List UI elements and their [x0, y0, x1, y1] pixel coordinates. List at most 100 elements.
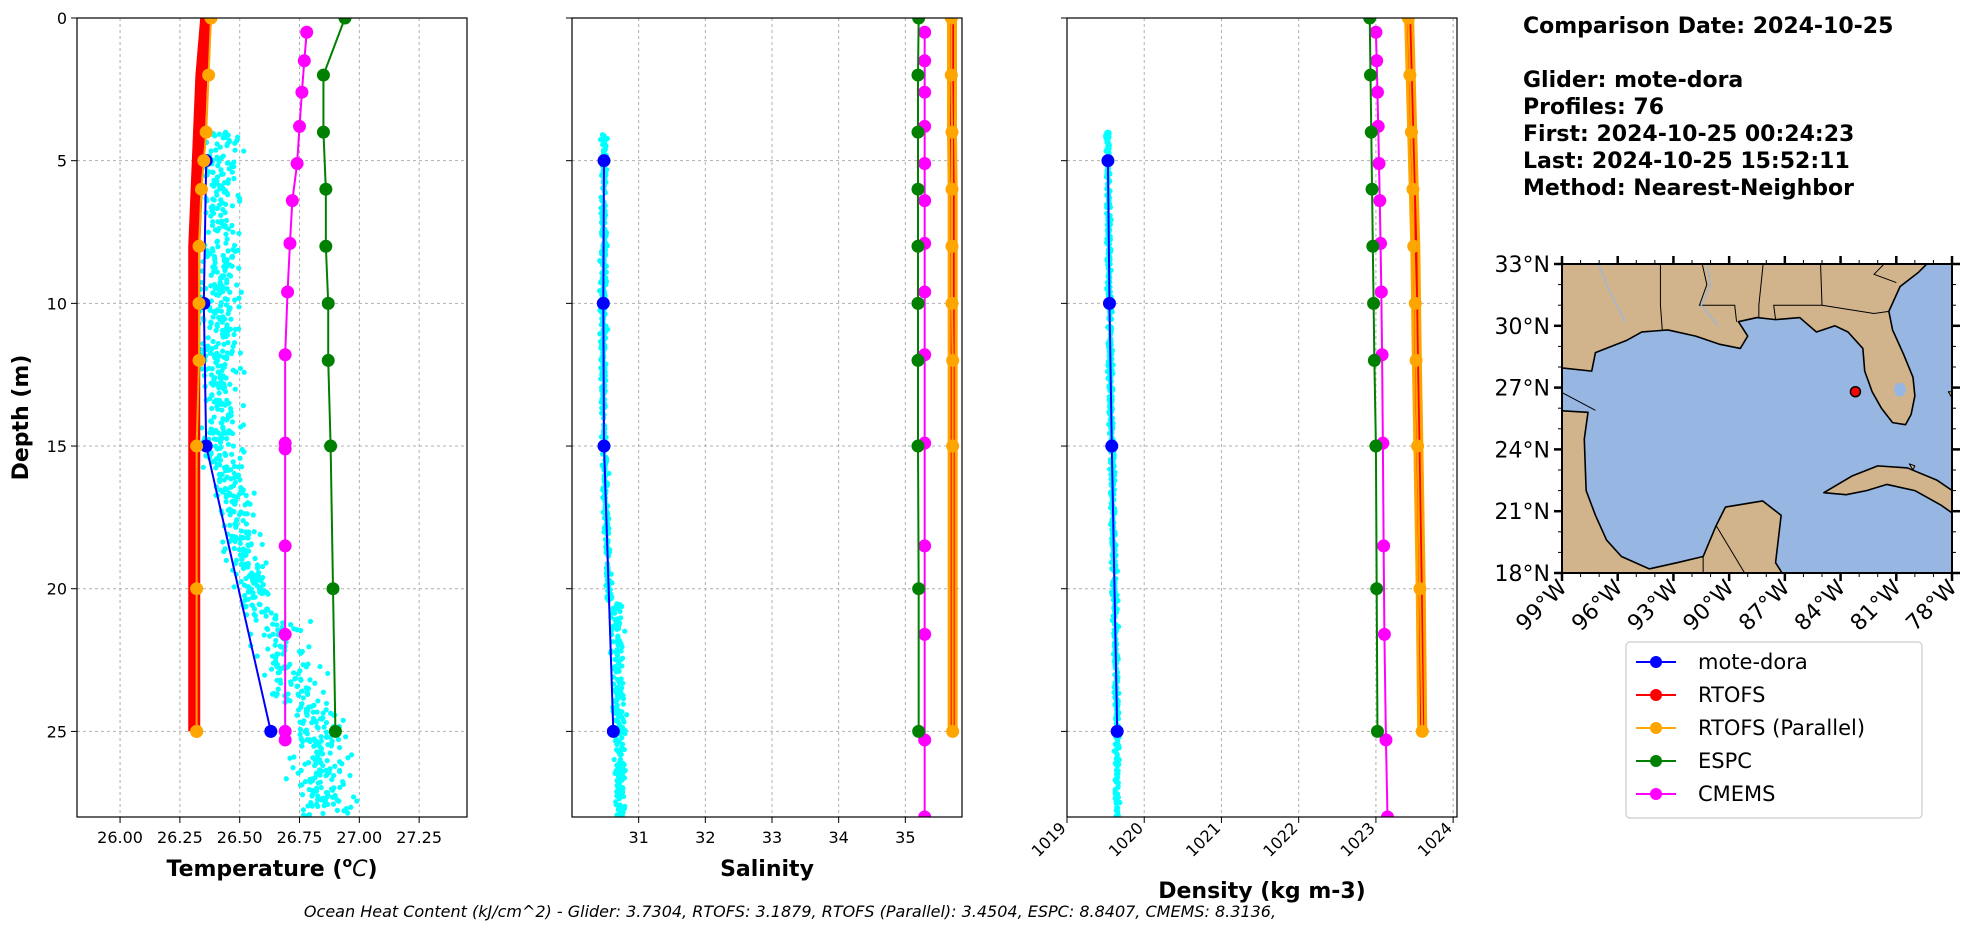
temperature-scatter-point	[241, 518, 246, 523]
temperature-scatter-point	[239, 528, 244, 533]
temperature-scatter-point	[221, 355, 226, 360]
temperature-scatter-point	[318, 760, 323, 765]
salinity-scatter-point	[612, 757, 617, 762]
salinity-series-point	[919, 55, 931, 67]
temperature-scatter-point	[298, 732, 303, 737]
temperature-series-point	[320, 183, 332, 195]
temperature-y-tick-label: 20	[47, 580, 67, 599]
map-lat-label: 33°N	[1495, 253, 1550, 278]
temperature-scatter-point	[215, 228, 220, 233]
salinity-series-point	[912, 69, 924, 81]
temperature-scatter-point	[219, 368, 224, 373]
salinity-scatter-point	[616, 782, 621, 787]
temperature-scatter-point	[222, 465, 227, 470]
temperature-x-tick-label: 26.50	[217, 828, 263, 847]
temperature-series-point	[294, 120, 306, 132]
temperature-scatter-point	[253, 613, 258, 618]
temperature-scatter-point	[319, 734, 324, 739]
temperature-scatter-point	[211, 339, 216, 344]
temperature-scatter-point	[238, 552, 243, 557]
temperature-scatter-point	[301, 718, 306, 723]
temperature-series-point	[191, 583, 203, 595]
salinity-scatter-point	[623, 728, 628, 733]
map-lat-label: 18°N	[1495, 562, 1550, 587]
density-panel: 101910201021102210231024Density (kg m-3)	[1028, 12, 1457, 904]
temperature-series-point	[286, 195, 298, 207]
temperature-scatter-point	[211, 314, 216, 319]
temperature-scatter-point	[318, 780, 323, 785]
legend-swatch-marker	[1650, 722, 1662, 734]
temperature-scatter-point	[215, 239, 220, 244]
temperature-series-point	[327, 583, 339, 595]
temperature-scatter-point	[219, 155, 224, 160]
salinity-series-point	[947, 354, 959, 366]
salinity-x-label: Salinity	[720, 857, 814, 882]
temperature-y-tick-label: 10	[47, 294, 67, 313]
temperature-scatter-point	[239, 579, 244, 584]
legend: mote-doraRTOFSRTOFS (Parallel)ESPCCMEMS	[1626, 642, 1922, 818]
temperature-scatter-point	[258, 532, 263, 537]
temperature-scatter-point	[207, 251, 212, 256]
salinity-axes-frame	[572, 18, 962, 817]
temperature-scatter-point	[274, 678, 279, 683]
temperature-series-point	[193, 240, 205, 252]
temperature-scatter-point	[319, 785, 324, 790]
salinity-scatter-point	[606, 471, 611, 476]
temperature-scatter-point	[319, 746, 324, 751]
temperature-scatter-point	[274, 693, 279, 698]
temperature-scatter-point	[252, 491, 257, 496]
temperature-scatter-point	[248, 589, 253, 594]
temperature-scatter-point	[219, 300, 224, 305]
salinity-scatter-point	[610, 624, 615, 629]
temperature-scatter-point	[222, 451, 227, 456]
salinity-scatter-point	[615, 648, 620, 653]
temperature-series-point	[325, 440, 337, 452]
temperature-scatter-point	[260, 575, 265, 580]
temperature-scatter-point	[308, 619, 313, 624]
ocean-heat-content: Ocean Heat Content (kJ/cm^2) - Glider: 3…	[0, 902, 1580, 921]
temperature-scatter-point	[307, 787, 312, 792]
salinity-series-point	[912, 240, 924, 252]
salinity-series-point	[598, 155, 610, 167]
temperature-series-point	[193, 354, 205, 366]
temperature-x-tick-label: 26.00	[97, 828, 143, 847]
temperature-scatter-point	[230, 255, 235, 260]
salinity-series-point	[947, 725, 959, 737]
temperature-scatter-point	[234, 523, 239, 528]
temperature-scatter-point	[222, 477, 227, 482]
temperature-scatter-point	[262, 673, 267, 678]
density-series-point	[1410, 354, 1422, 366]
temperature-scatter-point	[320, 715, 325, 720]
temperature-scatter-point	[242, 511, 247, 516]
salinity-x-tick-label: 34	[828, 828, 848, 847]
density-x-tick-label: 1024	[1414, 818, 1456, 860]
temperature-scatter-point	[228, 476, 233, 481]
temperature-scatter-point	[245, 542, 250, 547]
salinity-scatter-point	[617, 669, 622, 674]
temperature-x-tick-label: 27.25	[396, 828, 442, 847]
temperature-scatter-point	[216, 293, 221, 298]
legend-label: ESPC	[1698, 749, 1752, 773]
temperature-scatter-point	[295, 684, 300, 689]
temperature-scatter-point	[232, 546, 237, 551]
temperature-series-point	[322, 297, 334, 309]
density-series-point	[1106, 440, 1118, 452]
temperature-scatter-point	[219, 377, 224, 382]
density-scatter-point	[1115, 568, 1120, 573]
temperature-scatter-point	[209, 381, 214, 386]
temperature-scatter-point	[309, 793, 314, 798]
temperature-scatter-point	[304, 664, 309, 669]
salinity-series-point	[945, 69, 957, 81]
temperature-x-label: Temperature (oC)	[166, 855, 377, 882]
salinity-series-point	[947, 440, 959, 452]
temperature-scatter-point	[212, 415, 217, 420]
salinity-scatter-point	[621, 701, 626, 706]
temperature-scatter-point	[210, 219, 215, 224]
map-lon-label: 87°W	[1734, 575, 1795, 636]
temperature-scatter-point	[273, 638, 278, 643]
temperature-scatter-point	[224, 191, 229, 196]
temperature-series-point	[191, 725, 203, 737]
temperature-scatter-point	[304, 685, 309, 690]
legend-label: RTOFS	[1698, 683, 1765, 707]
temperature-scatter-point	[321, 710, 326, 715]
